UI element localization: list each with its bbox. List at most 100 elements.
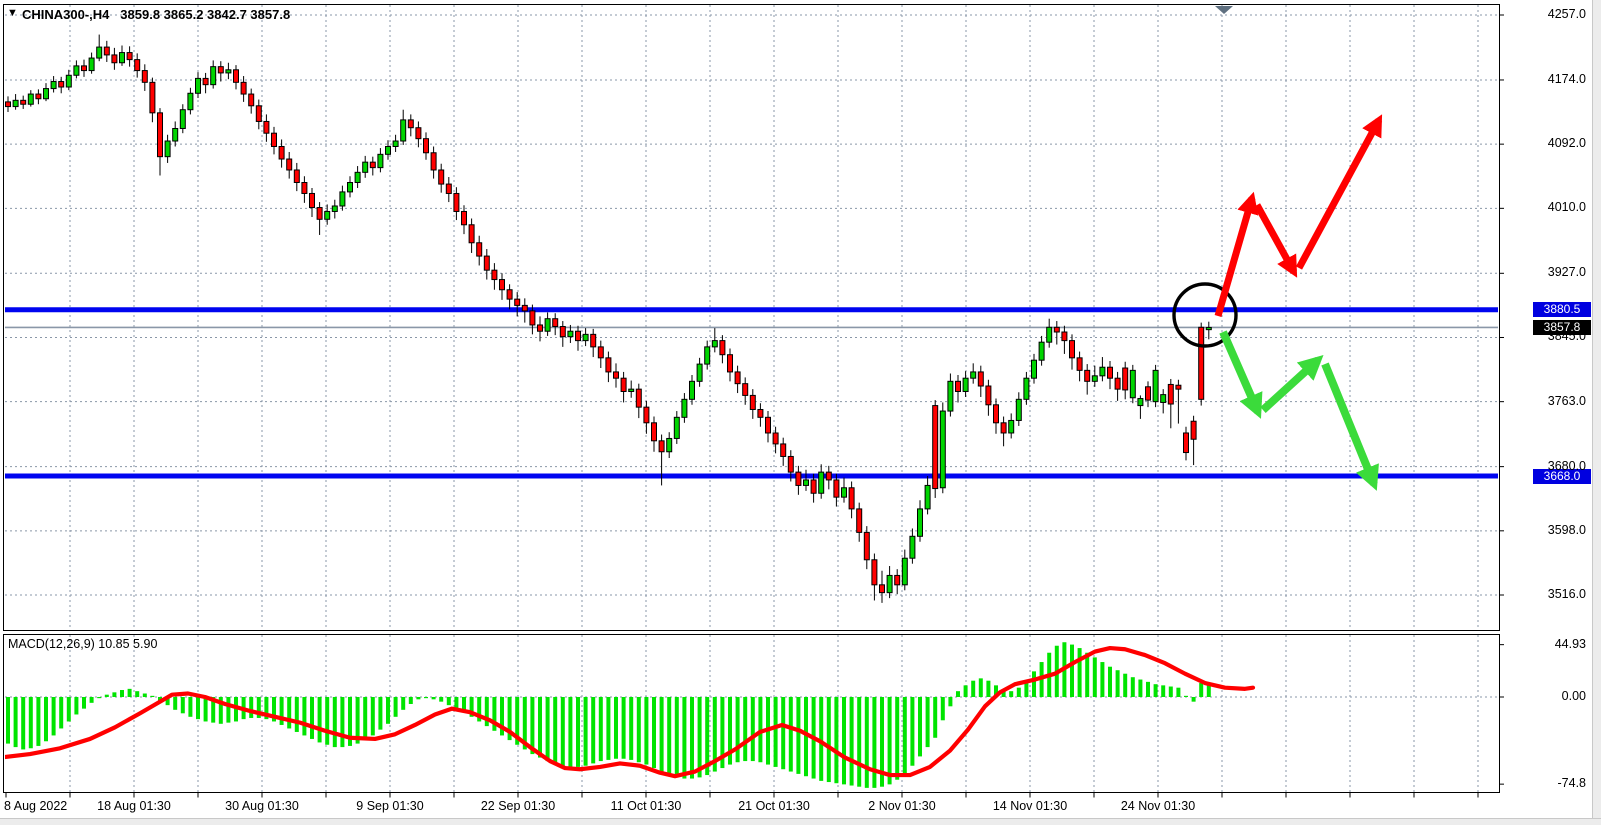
candle	[50, 81, 57, 90]
candle	[1015, 398, 1022, 421]
candle	[255, 105, 262, 122]
bearish-scenario-arrow[interactable]	[1321, 362, 1379, 491]
candle	[1183, 432, 1189, 454]
price-axis-label: 3927.0	[1547, 265, 1586, 280]
candle	[73, 65, 80, 76]
candle	[803, 479, 809, 486]
candle	[514, 298, 521, 306]
chart-shift-marker[interactable]	[1215, 6, 1233, 14]
candle	[1107, 366, 1113, 379]
bearish-scenario-arrow[interactable]	[1219, 330, 1263, 419]
candle	[347, 182, 353, 193]
candle	[377, 153, 384, 169]
candle	[1205, 326, 1212, 331]
candle	[400, 119, 407, 142]
candle	[1190, 420, 1197, 440]
candle	[1137, 398, 1144, 407]
candle	[126, 52, 133, 61]
candle	[825, 471, 832, 481]
candle	[658, 440, 665, 453]
candle	[385, 145, 391, 155]
time-axis-label: 24 Nov 01:30	[1120, 799, 1196, 813]
candle	[894, 574, 901, 586]
candle	[613, 371, 619, 379]
time-axis-label: 22 Sep 01:30	[480, 799, 556, 813]
bullish-scenario-arrow[interactable]	[1295, 114, 1383, 270]
annotations-layer[interactable]	[1172, 114, 1383, 491]
candle	[848, 487, 855, 510]
macd-signal-line	[5, 645, 1256, 779]
breakout-circle-annotation[interactable]	[1172, 282, 1238, 348]
candle	[947, 380, 954, 412]
macd-histogram	[6, 642, 1211, 788]
candle	[499, 279, 505, 291]
candle	[529, 310, 536, 326]
candle	[1031, 359, 1037, 379]
candle	[172, 127, 179, 142]
candle	[415, 127, 422, 140]
candle	[939, 410, 946, 489]
candles-layer	[5, 34, 1212, 603]
candle	[278, 145, 285, 160]
candle	[453, 192, 460, 212]
candle	[1114, 377, 1121, 390]
candle	[293, 169, 300, 184]
candle	[787, 455, 794, 473]
candle	[1008, 419, 1015, 434]
candle	[552, 318, 559, 328]
candle	[339, 191, 346, 207]
candle	[818, 471, 825, 494]
candle	[1160, 394, 1167, 403]
candle	[88, 57, 95, 72]
candle	[1061, 331, 1068, 342]
symbol-dropdown-icon[interactable]: ▼	[7, 7, 18, 19]
candle	[544, 318, 551, 332]
ohlc-readout: 3859.8 3865.2 3842.7 3857.8	[120, 7, 291, 22]
candle	[704, 346, 711, 365]
bearish-scenario-arrow[interactable]	[1260, 354, 1324, 413]
candle	[430, 152, 437, 171]
macd-axis-label: 44.93	[1554, 636, 1586, 651]
candle	[506, 289, 513, 300]
candle	[1152, 369, 1159, 403]
time-axis-label: 21 Oct 01:30	[738, 799, 810, 813]
macd-panel[interactable]	[0, 635, 1498, 792]
candle	[202, 77, 209, 86]
candle	[179, 109, 186, 129]
candle	[1091, 375, 1098, 382]
candle	[134, 59, 141, 72]
candle	[1000, 422, 1007, 434]
candle	[795, 471, 802, 486]
candle	[879, 584, 885, 594]
time-axis-label: 14 Nov 01:30	[992, 799, 1068, 813]
candle	[445, 183, 452, 194]
candle	[689, 380, 695, 400]
candle	[1122, 367, 1129, 391]
candle	[119, 52, 125, 64]
candle	[772, 432, 779, 445]
price-axis-label: 4010.0	[1547, 200, 1586, 215]
candle	[354, 171, 361, 184]
bullish-scenario-arrow[interactable]	[1253, 203, 1298, 278]
candle	[1046, 326, 1053, 343]
candle	[324, 210, 331, 220]
candle	[65, 74, 72, 88]
candle	[331, 205, 338, 212]
current-price-badge: 3857.8	[1533, 319, 1591, 335]
candle	[696, 363, 703, 382]
price-panel[interactable]	[5, 5, 1498, 629]
candle	[195, 77, 201, 94]
bullish-scenario-arrow[interactable]	[1214, 191, 1259, 317]
candle	[780, 443, 787, 457]
support-price-badge: 3668.0	[1533, 468, 1591, 484]
candle	[96, 46, 103, 59]
candle	[103, 46, 110, 56]
candle	[575, 330, 581, 342]
candle	[301, 182, 308, 194]
time-axis-label: 30 Aug 01:30	[225, 799, 299, 813]
candle	[316, 207, 323, 220]
candle	[438, 169, 445, 185]
candle	[628, 388, 635, 392]
